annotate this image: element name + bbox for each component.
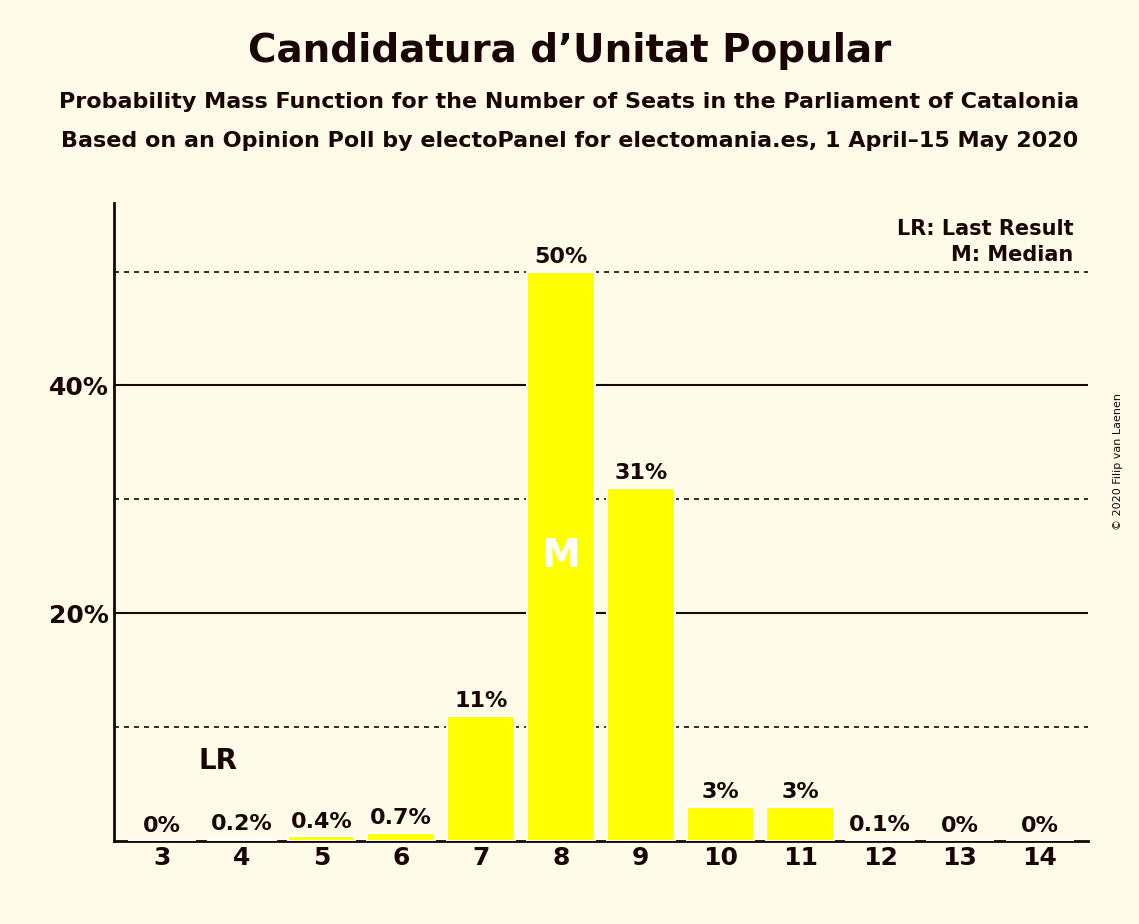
Bar <box>687 807 754 841</box>
Text: © 2020 Filip van Laenen: © 2020 Filip van Laenen <box>1114 394 1123 530</box>
Text: 3%: 3% <box>781 782 819 802</box>
Text: 0%: 0% <box>941 816 980 836</box>
Bar <box>287 836 355 841</box>
Text: 0%: 0% <box>142 816 181 836</box>
Text: M: M <box>541 537 580 576</box>
Text: Candidatura d’Unitat Popular: Candidatura d’Unitat Popular <box>248 32 891 70</box>
Text: Probability Mass Function for the Number of Seats in the Parliament of Catalonia: Probability Mass Function for the Number… <box>59 92 1080 113</box>
Bar <box>846 840 915 841</box>
Bar <box>448 715 515 841</box>
Text: M: Median: M: Median <box>951 245 1073 264</box>
Text: 50%: 50% <box>534 247 588 267</box>
Bar <box>207 839 276 841</box>
Text: 0%: 0% <box>1021 816 1059 836</box>
Text: LR: LR <box>198 748 237 775</box>
Text: 0.7%: 0.7% <box>370 808 432 828</box>
Text: 0.1%: 0.1% <box>850 815 911 835</box>
Text: 0.2%: 0.2% <box>211 814 272 834</box>
Bar <box>767 807 834 841</box>
Text: 0.4%: 0.4% <box>290 811 352 832</box>
Text: 11%: 11% <box>454 691 508 711</box>
Bar <box>527 272 595 841</box>
Text: LR: Last Result: LR: Last Result <box>896 219 1073 239</box>
Bar <box>607 488 674 841</box>
Text: 31%: 31% <box>614 463 667 483</box>
Text: 3%: 3% <box>702 782 739 802</box>
Bar <box>368 833 435 841</box>
Text: Based on an Opinion Poll by electoPanel for electomania.es, 1 April–15 May 2020: Based on an Opinion Poll by electoPanel … <box>60 131 1079 152</box>
